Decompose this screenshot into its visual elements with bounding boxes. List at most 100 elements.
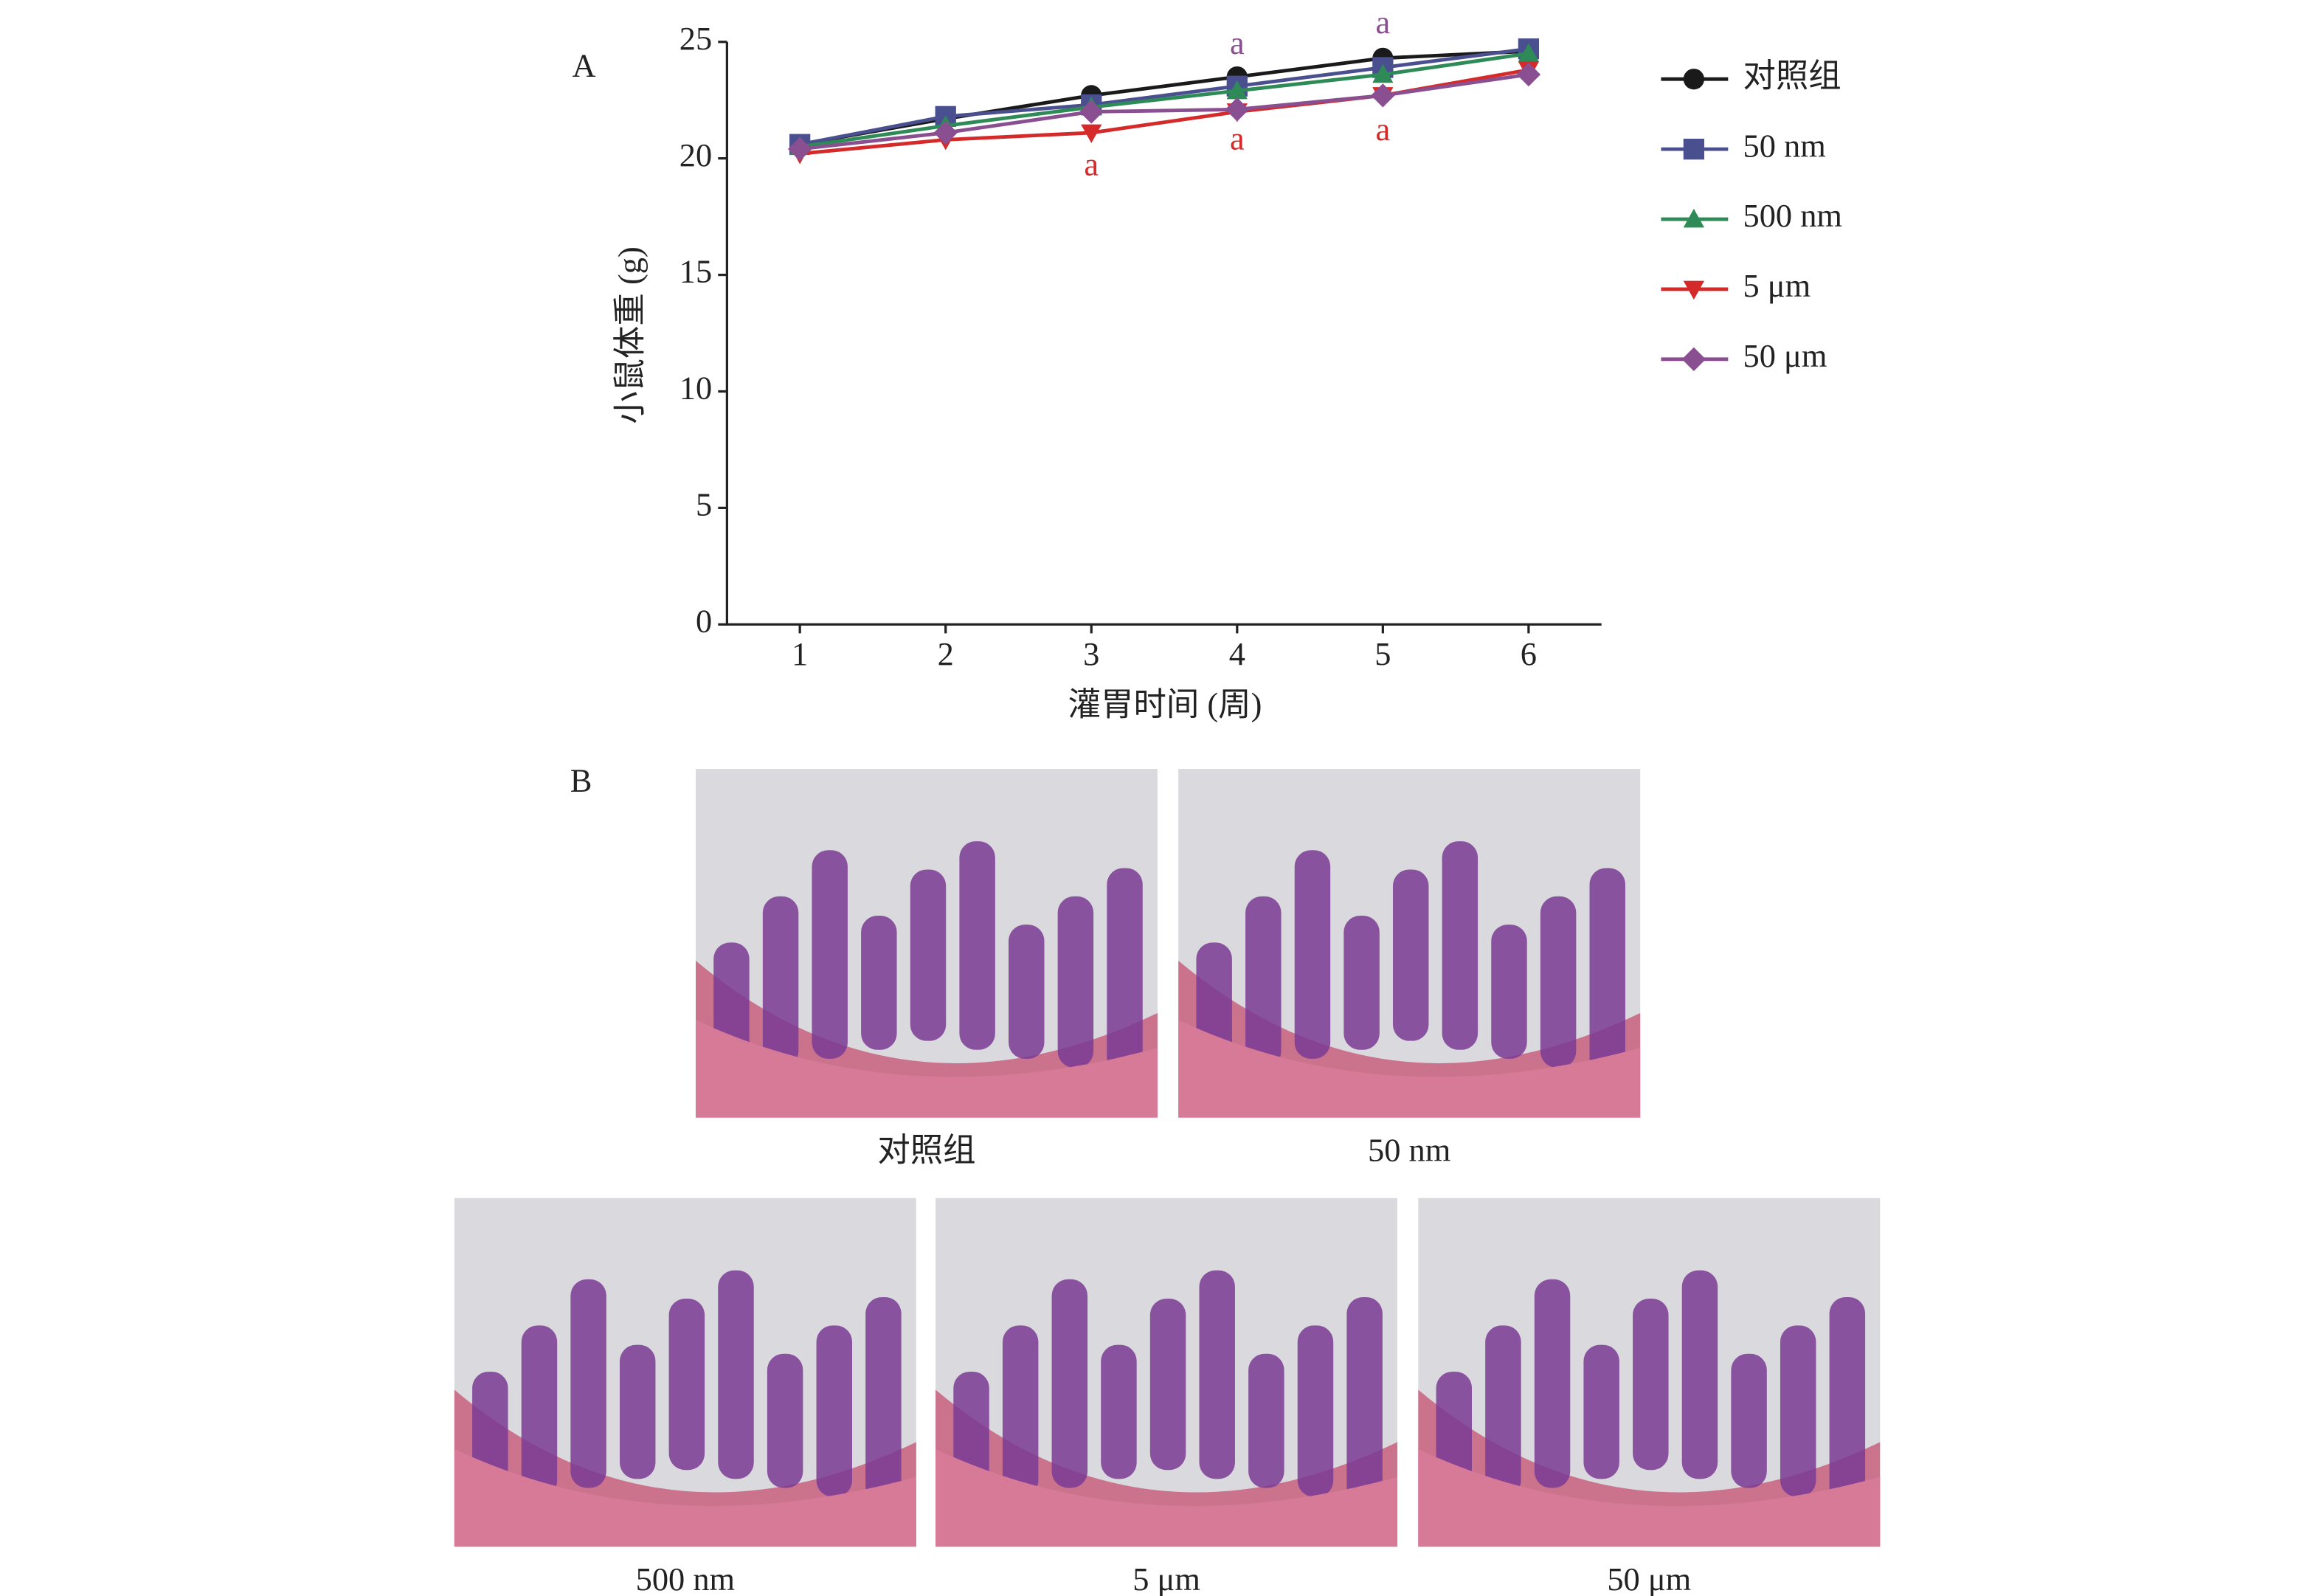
villus	[1343, 916, 1380, 1050]
marker	[1683, 280, 1704, 300]
marker	[1681, 347, 1706, 371]
annotation: a	[1230, 120, 1245, 157]
villus	[1731, 1353, 1767, 1488]
series-line	[799, 52, 1529, 149]
marker	[788, 137, 812, 162]
series-line	[799, 46, 1529, 147]
villus	[910, 869, 947, 1041]
villus	[1780, 1325, 1816, 1497]
villus	[1057, 896, 1094, 1068]
villus	[1149, 1299, 1186, 1471]
axes	[725, 41, 1602, 626]
villus	[1294, 850, 1331, 1059]
villus	[1392, 869, 1429, 1041]
y-tick-label: 20	[679, 137, 712, 173]
marker	[1225, 97, 1249, 122]
villus	[1009, 925, 1045, 1059]
legend-label: 对照组	[1743, 57, 1841, 94]
villus	[1051, 1279, 1088, 1488]
image-caption: 50 nm	[1368, 1131, 1450, 1168]
villus	[620, 1344, 656, 1479]
tissue-base	[695, 1020, 1158, 1118]
histology-image	[695, 769, 1158, 1118]
villus	[521, 1325, 558, 1497]
villus	[718, 1270, 754, 1479]
villus	[1534, 1279, 1571, 1488]
y-tick-label: 10	[679, 370, 712, 407]
marker	[1371, 83, 1395, 108]
villus	[1491, 925, 1527, 1059]
histology-image	[1178, 769, 1641, 1118]
villus	[1485, 1325, 1521, 1497]
marker	[1683, 138, 1704, 160]
annotation: a	[1230, 24, 1245, 61]
villus	[1589, 868, 1625, 1077]
villus	[1346, 1296, 1383, 1506]
annotation: a	[1375, 4, 1390, 41]
tissue-base	[1418, 1448, 1881, 1547]
panel-label: B	[570, 762, 592, 799]
histology-image	[936, 1198, 1398, 1547]
villus	[1681, 1270, 1718, 1479]
x-tick-label: 6	[1521, 635, 1537, 672]
marker	[1516, 62, 1541, 87]
marker	[1079, 100, 1104, 124]
panel-label: A	[572, 46, 595, 83]
villus	[762, 896, 799, 1068]
x-tick-label: 1	[792, 635, 808, 672]
image-caption: 5 μm	[1132, 1561, 1200, 1596]
villus	[1442, 841, 1479, 1050]
villus	[1002, 1325, 1039, 1497]
villus	[1248, 1353, 1284, 1488]
villus	[1245, 896, 1282, 1068]
histology-image	[1418, 1198, 1881, 1547]
x-tick-label: 4	[1229, 635, 1245, 672]
villus	[812, 850, 848, 1059]
marker	[1518, 43, 1540, 62]
tissue-base	[936, 1448, 1398, 1547]
villus	[865, 1296, 902, 1506]
x-tick-label: 3	[1083, 635, 1099, 672]
marker	[1683, 208, 1704, 228]
x-tick-label: 5	[1374, 635, 1391, 672]
y-axis-label: 小鼠体重 (g)	[611, 246, 648, 424]
legend-label: 500 nm	[1743, 197, 1841, 234]
image-caption: 500 nm	[636, 1561, 735, 1596]
villus	[861, 916, 897, 1050]
series-line	[799, 49, 1529, 147]
villus	[767, 1353, 803, 1488]
villus	[1829, 1296, 1866, 1506]
marker	[933, 120, 958, 145]
marker	[1683, 69, 1704, 90]
image-caption: 50 μm	[1607, 1561, 1691, 1596]
villus	[1633, 1299, 1669, 1471]
x-axis-label: 灌胃时间 (周)	[1068, 686, 1262, 723]
image-caption: 对照组	[877, 1131, 975, 1168]
villus	[570, 1279, 606, 1488]
legend-label: 50 μm	[1743, 337, 1827, 374]
histology-image	[454, 1198, 916, 1547]
villus	[1583, 1344, 1619, 1479]
annotation: a	[1375, 111, 1390, 148]
tissue-base	[454, 1448, 916, 1547]
annotation: a	[1084, 145, 1099, 182]
villus	[1199, 1270, 1235, 1479]
legend-label: 50 nm	[1743, 127, 1825, 164]
y-tick-label: 15	[679, 253, 712, 290]
villus	[1101, 1344, 1137, 1479]
villus	[1107, 868, 1143, 1077]
y-tick-label: 5	[696, 486, 712, 523]
villus	[668, 1299, 705, 1471]
y-tick-label: 25	[679, 20, 712, 57]
x-tick-label: 2	[938, 635, 954, 672]
villus	[816, 1325, 852, 1497]
marker	[1372, 63, 1394, 83]
villus	[1297, 1325, 1334, 1497]
series-line	[799, 72, 1529, 151]
villus	[959, 841, 995, 1050]
tissue-base	[1178, 1020, 1641, 1118]
marker	[1081, 124, 1102, 144]
y-tick-label: 0	[696, 602, 712, 639]
marker	[1226, 80, 1248, 100]
